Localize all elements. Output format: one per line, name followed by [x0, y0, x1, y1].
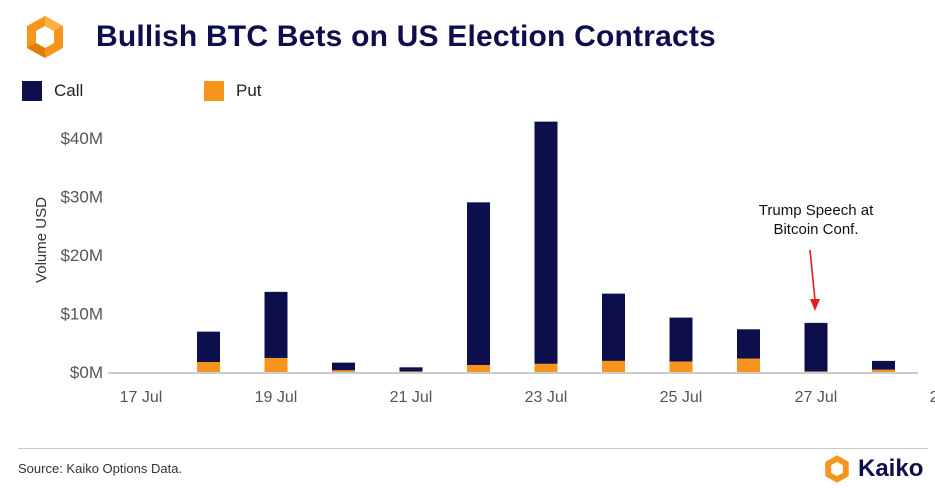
bar-put	[264, 357, 288, 372]
brand-logo: Kaiko	[822, 453, 923, 485]
legend-label-put: Put	[236, 81, 262, 100]
annotation-text: Bitcoin Conf.	[773, 221, 858, 238]
legend-item-put: Put	[204, 80, 262, 102]
annotation-arrow-head	[810, 299, 820, 311]
y-tick-label: $10M	[60, 305, 103, 324]
footer-divider	[18, 448, 928, 449]
bar-call	[197, 331, 220, 363]
bar-call	[264, 291, 288, 358]
y-tick-label: $20M	[60, 246, 103, 265]
legend-swatch-call	[22, 81, 42, 101]
bar-put	[399, 371, 423, 372]
bar-call	[602, 293, 625, 361]
bar-call	[872, 360, 895, 370]
bar-call	[467, 202, 490, 365]
kaiko-hexagon-logo-icon	[825, 455, 849, 483]
bar-call	[804, 322, 828, 372]
bar-call	[332, 362, 355, 371]
bar-call	[669, 317, 693, 362]
bar-put	[669, 361, 693, 372]
bar-put	[467, 364, 490, 372]
bar-call	[737, 329, 760, 359]
x-tick-label: 17 Jul	[120, 389, 163, 406]
legend-item-call: Call	[22, 80, 83, 102]
bar-put	[534, 363, 558, 372]
x-tick-label: 21 Jul	[390, 389, 433, 406]
brand-name: Kaiko	[858, 455, 924, 482]
bar-call	[399, 367, 423, 372]
bar-put	[737, 358, 760, 372]
y-tick-label: $0M	[70, 363, 103, 382]
page-title: Bullish BTC Bets on US Election Contract…	[96, 20, 716, 53]
annotation-arrow-line	[809, 249, 816, 301]
x-tick-label: 27 Jul	[795, 389, 838, 406]
y-axis-label: Volume USD	[33, 197, 50, 283]
x-tick-label: 19 Jul	[255, 389, 298, 406]
kaiko-logo-icon	[27, 16, 63, 58]
bar-put	[804, 371, 828, 372]
bar-chart: Volume USD $0M $10M $20M $30M $40M 17 Jul 19 Ju…	[33, 121, 935, 406]
bar-put	[332, 370, 355, 372]
y-tick-label: $30M	[60, 188, 103, 207]
source-note: Source: Kaiko Options Data.	[18, 461, 183, 476]
x-tick-label: 25 Jul	[660, 389, 703, 406]
header: Bullish BTC Bets on US Election Contract…	[0, 0, 935, 70]
bar-call	[534, 121, 558, 364]
legend-label-call: Call	[54, 81, 84, 100]
x-tick-label: 23 Jul	[525, 389, 568, 406]
bar-put	[602, 360, 625, 372]
chart-legend: Call Put	[22, 80, 422, 104]
x-tick-label: 29 Jul	[930, 389, 935, 406]
bar-put	[197, 362, 220, 372]
legend-swatch-put	[204, 81, 224, 101]
y-tick-label: $40M	[60, 129, 103, 148]
annotation-text: Trump Speech at	[759, 202, 874, 219]
bar-put	[872, 369, 895, 372]
